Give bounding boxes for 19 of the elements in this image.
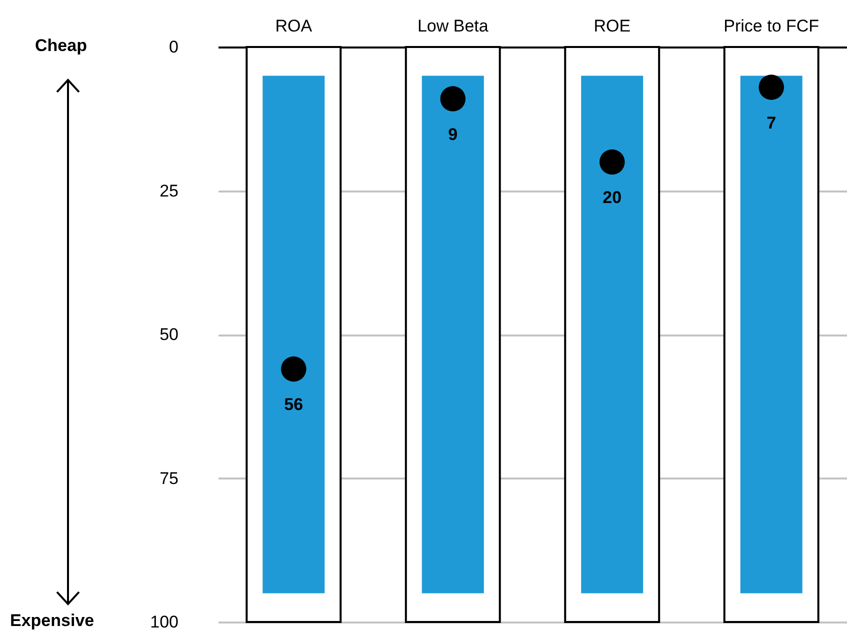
y-tick-label: 0 [169, 38, 178, 56]
data-label: 56 [284, 395, 304, 414]
point [599, 149, 625, 175]
data-label: 7 [766, 113, 776, 132]
data-label: 20 [602, 188, 622, 207]
text: Expensive [10, 611, 94, 631]
x-tick-label: Price to FCF [724, 16, 820, 36]
y-tick-label: 75 [160, 468, 178, 488]
x-tick-label: Low Beta [417, 16, 489, 36]
data-label: 9 [448, 124, 458, 144]
text: Cheap [35, 36, 87, 56]
point [440, 86, 466, 112]
x-tick-label: ROA [275, 16, 313, 36]
point [280, 356, 306, 382]
y-tick-label: 25 [160, 181, 178, 200]
y-tick-label: 50 [160, 325, 178, 344]
x-tick-label: ROE [594, 16, 631, 36]
y-tick-label: 100 [150, 612, 178, 632]
point [758, 74, 784, 100]
